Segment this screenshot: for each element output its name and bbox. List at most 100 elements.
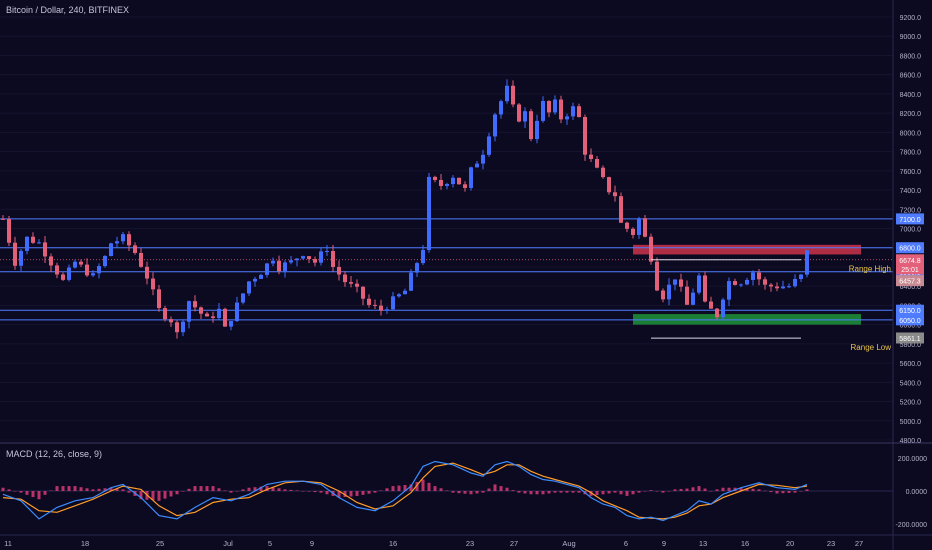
candle-body[interactable] — [589, 154, 593, 160]
candle-body[interactable] — [715, 308, 719, 318]
candle-body[interactable] — [1, 218, 5, 220]
candle-body[interactable] — [739, 284, 743, 286]
candle-body[interactable] — [199, 307, 203, 314]
candle-body[interactable] — [601, 167, 605, 178]
candle-body[interactable] — [751, 272, 755, 280]
candle-body[interactable] — [619, 196, 623, 223]
candle-body[interactable] — [229, 321, 233, 327]
candle-body[interactable] — [541, 101, 545, 121]
candle-body[interactable] — [409, 272, 413, 291]
candle-body[interactable] — [85, 264, 89, 276]
symbol-title[interactable]: Bitcoin / Dollar, 240, BITFINEX — [6, 5, 129, 15]
candle-body[interactable] — [7, 218, 11, 243]
candle-body[interactable] — [607, 177, 611, 193]
candle-body[interactable] — [37, 242, 41, 244]
candle-body[interactable] — [673, 279, 677, 285]
candle-body[interactable] — [517, 104, 521, 122]
candle-body[interactable] — [109, 243, 113, 257]
candle-body[interactable] — [661, 290, 665, 300]
candle-body[interactable] — [553, 99, 557, 113]
candle-body[interactable] — [193, 301, 197, 308]
candle-body[interactable] — [781, 286, 785, 289]
candle-body[interactable] — [379, 305, 383, 311]
price-axis[interactable]: 9200.0 9000.0 8800.0 8600.0 8400.0 8200.0 8000… — [900, 15, 922, 445]
candle-body[interactable] — [13, 242, 17, 266]
candle-body[interactable] — [793, 278, 797, 287]
candle-body[interactable] — [403, 290, 407, 295]
candle-body[interactable] — [583, 116, 587, 155]
candle-body[interactable] — [631, 228, 635, 235]
candle-body[interactable] — [697, 275, 701, 293]
candle-body[interactable] — [355, 283, 359, 287]
candle-body[interactable] — [685, 286, 689, 305]
candle-body[interactable] — [61, 274, 65, 280]
candle-body[interactable] — [367, 298, 371, 305]
candle-body[interactable] — [103, 256, 107, 267]
candle-body[interactable] — [43, 242, 47, 257]
candle-body[interactable] — [457, 177, 461, 185]
candle-body[interactable] — [337, 266, 341, 275]
candle-body[interactable] — [523, 111, 527, 122]
candle-body[interactable] — [733, 281, 737, 285]
candle-body[interactable] — [511, 85, 515, 105]
candle-body[interactable] — [679, 279, 683, 287]
candle-body[interactable] — [625, 222, 629, 229]
candle-body[interactable] — [241, 293, 245, 303]
candle-body[interactable] — [505, 85, 509, 102]
candle-body[interactable] — [667, 284, 671, 300]
candle-body[interactable] — [163, 308, 167, 320]
candle-body[interactable] — [235, 302, 239, 322]
candle-body[interactable] — [493, 114, 497, 137]
macd-pane[interactable] — [0, 460, 893, 522]
candle-body[interactable] — [55, 265, 59, 275]
candle-body[interactable] — [79, 261, 83, 265]
candle-body[interactable] — [391, 296, 395, 310]
candle-body[interactable] — [487, 136, 491, 155]
candle-body[interactable] — [805, 250, 809, 275]
candle-body[interactable] — [169, 319, 173, 323]
candle-body[interactable] — [319, 251, 323, 263]
candle-body[interactable] — [763, 279, 767, 285]
time-axis[interactable]: 11 18 25 Jul 5 9 16 23 27 Aug 6 9 13 16 20 23 27 — [4, 539, 863, 548]
candle-body[interactable] — [757, 272, 761, 280]
candle-body[interactable] — [559, 99, 563, 120]
candle-body[interactable] — [637, 218, 641, 235]
candle-body[interactable] — [373, 304, 377, 306]
candle-body[interactable] — [445, 184, 449, 186]
candle-body[interactable] — [139, 252, 143, 267]
candle-body[interactable] — [421, 250, 425, 264]
candle-body[interactable] — [325, 251, 329, 253]
candle-body[interactable] — [31, 236, 35, 243]
candle-body[interactable] — [451, 177, 455, 185]
candle-body[interactable] — [655, 261, 659, 291]
candle-body[interactable] — [145, 266, 149, 279]
candle-body[interactable] — [115, 241, 119, 244]
candle-body[interactable] — [709, 301, 713, 309]
candle-body[interactable] — [643, 218, 647, 237]
candle-body[interactable] — [415, 263, 419, 273]
candle-body[interactable] — [133, 245, 137, 253]
candle-body[interactable] — [331, 251, 335, 267]
candle-body[interactable] — [385, 309, 389, 311]
candle-body[interactable] — [769, 284, 773, 287]
candle-body[interactable] — [151, 278, 155, 290]
candle-body[interactable] — [181, 321, 185, 333]
candle-body[interactable] — [127, 234, 131, 246]
candle-body[interactable] — [595, 159, 599, 168]
candle-body[interactable] — [91, 273, 95, 276]
candle-body[interactable] — [247, 281, 251, 294]
candle-body[interactable] — [775, 286, 779, 289]
candle-body[interactable] — [223, 308, 227, 327]
candle-body[interactable] — [67, 267, 71, 280]
candle-body[interactable] — [361, 286, 365, 299]
candle-body[interactable] — [469, 167, 473, 188]
candle-body[interactable] — [433, 176, 437, 180]
candle-body[interactable] — [211, 316, 215, 319]
candle-body[interactable] — [649, 236, 653, 262]
candle-body[interactable] — [217, 308, 221, 319]
candle-body[interactable] — [703, 275, 707, 302]
candle-body[interactable] — [73, 261, 77, 268]
candle-body[interactable] — [265, 263, 269, 275]
candle-body[interactable] — [205, 313, 209, 317]
